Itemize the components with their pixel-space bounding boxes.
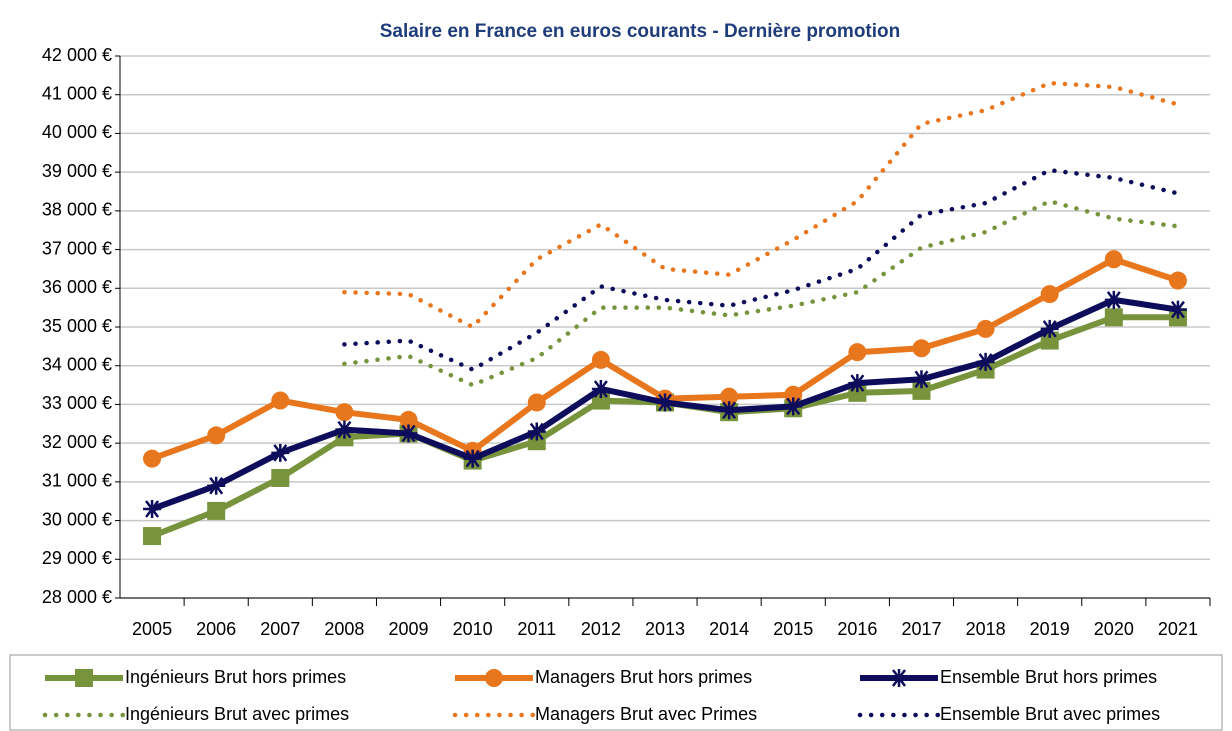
legend-label: Ensemble Brut hors primes [940, 667, 1157, 687]
marker [890, 669, 908, 687]
marker [976, 352, 995, 371]
x-tick-label: 2009 [389, 619, 429, 639]
series-line [342, 198, 1181, 388]
x-tick-label: 2011 [517, 619, 556, 639]
x-tick-label: 2005 [132, 619, 172, 639]
marker [656, 393, 674, 412]
marker [1104, 290, 1123, 309]
x-tick-label: 2012 [581, 619, 621, 639]
marker [784, 397, 803, 416]
marker [1040, 285, 1059, 304]
legend-box [9, 654, 1223, 731]
x-tick-label: 2014 [709, 619, 749, 639]
y-tick-label: 40 000 € [42, 122, 112, 142]
x-tick-label: 2015 [773, 619, 813, 639]
y-tick-label: 29 000 € [42, 548, 112, 568]
marker [1104, 308, 1123, 327]
marker [143, 499, 162, 518]
y-tick-label: 35 000 € [42, 316, 112, 336]
marker [848, 343, 867, 362]
x-tick-label: 2008 [324, 619, 364, 639]
y-tick-label: 30 000 € [42, 509, 112, 529]
marker [591, 350, 610, 369]
chart-title: Salaire en France en euros courants - De… [380, 21, 901, 42]
y-tick-label: 37 000 € [42, 238, 112, 258]
marker [527, 422, 546, 441]
y-tick-label: 34 000 € [42, 354, 112, 374]
x-tick-label: 2006 [196, 619, 236, 639]
legend-label: Managers Brut avec Primes [535, 704, 757, 724]
marker [207, 426, 226, 445]
marker [976, 319, 995, 338]
legend-label: Ingénieurs Brut hors primes [125, 667, 346, 687]
marker [207, 501, 226, 520]
marker [399, 410, 418, 429]
marker [1168, 271, 1187, 290]
marker [143, 527, 162, 546]
y-tick-label: 39 000 € [42, 161, 112, 181]
marker [271, 443, 290, 462]
x-tick-label: 2016 [837, 619, 877, 639]
marker [485, 669, 503, 687]
y-tick-label: 32 000 € [42, 432, 112, 452]
x-tick-label: 2020 [1094, 619, 1134, 639]
x-tick-label: 2013 [645, 619, 685, 639]
y-tick-label: 33 000 € [42, 393, 112, 413]
marker [271, 468, 290, 487]
marker [720, 401, 739, 420]
marker [912, 370, 931, 389]
legend-label: Managers Brut hors primes [535, 667, 752, 687]
marker [75, 669, 93, 687]
marker [1168, 300, 1187, 319]
y-tick-label: 28 000 € [42, 587, 112, 607]
x-tick-label: 2019 [1030, 619, 1070, 639]
marker [527, 393, 546, 412]
marker [143, 449, 162, 468]
y-tick-label: 41 000 € [42, 83, 112, 103]
x-tick-label: 2010 [453, 619, 493, 639]
y-tick-label: 42 000 € [42, 45, 112, 65]
legend-label: Ingénieurs Brut avec primes [125, 704, 349, 724]
legend-label: Ensemble Brut avec primes [940, 704, 1160, 724]
y-tick-label: 31 000 € [42, 471, 112, 491]
x-tick-label: 2021 [1158, 619, 1198, 639]
marker [1040, 319, 1059, 338]
marker [335, 420, 354, 439]
marker [207, 476, 226, 495]
marker [848, 374, 867, 393]
marker [335, 403, 354, 422]
x-tick-label: 2018 [966, 619, 1006, 639]
marker [463, 449, 482, 468]
marker [912, 339, 931, 358]
marker [271, 391, 290, 410]
y-tick-label: 36 000 € [42, 277, 112, 297]
x-tick-label: 2017 [901, 619, 941, 639]
marker [1104, 250, 1123, 269]
x-tick-label: 2007 [260, 619, 300, 639]
marker [591, 379, 610, 398]
marker [720, 387, 739, 406]
y-tick-label: 38 000 € [42, 200, 112, 220]
marker [399, 424, 418, 443]
